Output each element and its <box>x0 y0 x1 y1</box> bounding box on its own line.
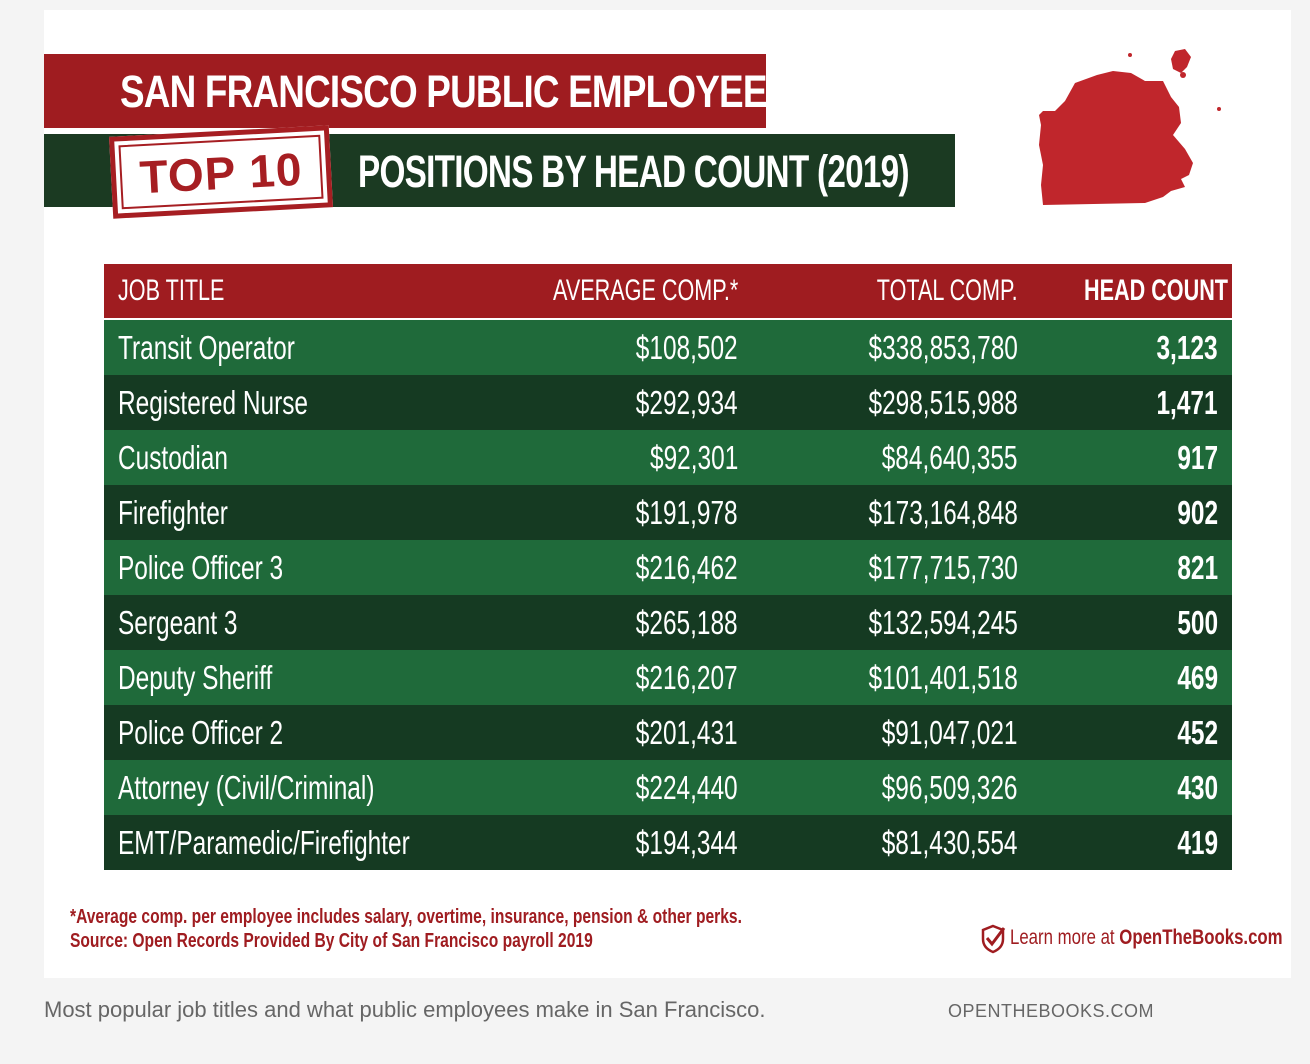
table-row: Police Officer 3 $216,462 $177,715,730 821 <box>104 540 1232 595</box>
footnote-source: Source: Open Records Provided By City of… <box>70 930 593 952</box>
cell-average-comp: $292,934 <box>636 384 738 421</box>
cell-job-title: Police Officer 2 <box>118 714 284 751</box>
cell-total-comp: $81,430,554 <box>882 824 1018 861</box>
cell-job-title: Deputy Sheriff <box>118 659 273 696</box>
cell-average-comp: $201,431 <box>636 714 738 751</box>
table-row: Transit Operator $108,502 $338,853,780 3,12… <box>104 320 1232 375</box>
cell-total-comp: $84,640,355 <box>882 439 1018 476</box>
cell-head-count: 452 <box>1177 714 1218 751</box>
stamp-label: TOP 10 <box>138 142 304 204</box>
table-row: Deputy Sheriff $216,207 $101,401,518 469 <box>104 650 1232 705</box>
cell-job-title: Sergeant 3 <box>118 604 238 641</box>
cell-head-count: 1,471 <box>1156 384 1218 421</box>
cell-average-comp: $194,344 <box>636 824 738 861</box>
cell-total-comp: $173,164,848 <box>868 494 1018 531</box>
title-banner-red: SAN FRANCISCO PUBLIC EMPLOYEES <box>44 54 791 128</box>
cell-average-comp: $191,978 <box>636 494 738 531</box>
job-table: JOB TITLE AVERAGE COMP.* TOTAL COMP. HEA… <box>104 264 1232 870</box>
table-row: Firefighter $191,978 $173,164,848 902 <box>104 485 1232 540</box>
table-row: Police Officer 2 $201,431 $91,047,021 452 <box>104 705 1232 760</box>
cell-head-count: 419 <box>1177 824 1218 861</box>
title-line1: SAN FRANCISCO PUBLIC EMPLOYEES <box>120 66 791 117</box>
table-row: Sergeant 3 $265,188 $132,594,245 500 <box>104 595 1232 650</box>
cell-head-count: 430 <box>1177 769 1218 806</box>
table-row: EMT/Paramedic/Firefighter $194,344 $81,430… <box>104 815 1232 870</box>
cell-head-count: 3,123 <box>1156 329 1218 366</box>
cell-average-comp: $224,440 <box>636 769 738 806</box>
cell-job-title: Transit Operator <box>118 329 295 366</box>
table-row: Attorney (Civil/Criminal) $224,440 $96,509… <box>104 760 1232 815</box>
table-row: Registered Nurse $292,934 $298,515,988 1,47… <box>104 375 1232 430</box>
cell-head-count: 917 <box>1177 439 1218 476</box>
cell-head-count: 821 <box>1177 549 1218 586</box>
cell-total-comp: $177,715,730 <box>868 549 1018 586</box>
table-header: JOB TITLE AVERAGE COMP.* TOTAL COMP. HEA… <box>104 264 1232 320</box>
image-caption: Most popular job titles and what public … <box>44 997 766 1022</box>
checkmark-icon <box>981 924 1006 954</box>
title-line2: POSITIONS BY HEAD COUNT (2019) <box>358 146 910 197</box>
cell-total-comp: $298,515,988 <box>868 384 1018 421</box>
cell-job-title: Police Officer 3 <box>118 549 284 586</box>
cell-average-comp: $108,502 <box>636 329 738 366</box>
cell-average-comp: $216,462 <box>636 549 738 586</box>
footnote-average-comp: *Average comp. per employee includes sal… <box>70 906 742 928</box>
top10-stamp: TOP 10 <box>109 125 333 219</box>
learn-more-brand: OpenTheBooks.com <box>1119 926 1283 949</box>
cell-total-comp: $132,594,245 <box>868 604 1018 641</box>
header-job-title: JOB TITLE <box>118 274 225 307</box>
cell-total-comp: $338,853,780 <box>868 329 1018 366</box>
cell-total-comp: $96,509,326 <box>882 769 1018 806</box>
table-body: Transit Operator $108,502 $338,853,780 3,12… <box>104 320 1232 870</box>
cell-head-count: 469 <box>1177 659 1218 696</box>
learn-more-prefix: Learn more at <box>1010 926 1120 949</box>
cell-job-title: EMT/Paramedic/Firefighter <box>118 824 410 861</box>
header-head-count: HEAD COUNT <box>1084 274 1228 307</box>
header-average-comp: AVERAGE COMP.* <box>552 274 738 307</box>
cell-average-comp: $265,188 <box>636 604 738 641</box>
cell-total-comp: $91,047,021 <box>882 714 1018 751</box>
cell-job-title: Attorney (Civil/Criminal) <box>118 769 375 806</box>
cell-total-comp: $101,401,518 <box>868 659 1018 696</box>
cell-head-count: 902 <box>1177 494 1218 531</box>
san-francisco-map-icon <box>1039 49 1221 205</box>
header-total-comp: TOTAL COMP. <box>877 274 1018 307</box>
table-row: Custodian $92,301 $84,640,355 917 <box>104 430 1232 485</box>
cell-job-title: Custodian <box>118 439 228 476</box>
cell-job-title: Registered Nurse <box>118 384 309 421</box>
cell-job-title: Firefighter <box>118 494 228 531</box>
cell-average-comp: $216,207 <box>636 659 738 696</box>
cell-average-comp: $92,301 <box>649 439 738 476</box>
cell-head-count: 500 <box>1177 604 1218 641</box>
image-credit[interactable]: OPENTHEBOOKS.COM <box>948 1001 1155 1021</box>
